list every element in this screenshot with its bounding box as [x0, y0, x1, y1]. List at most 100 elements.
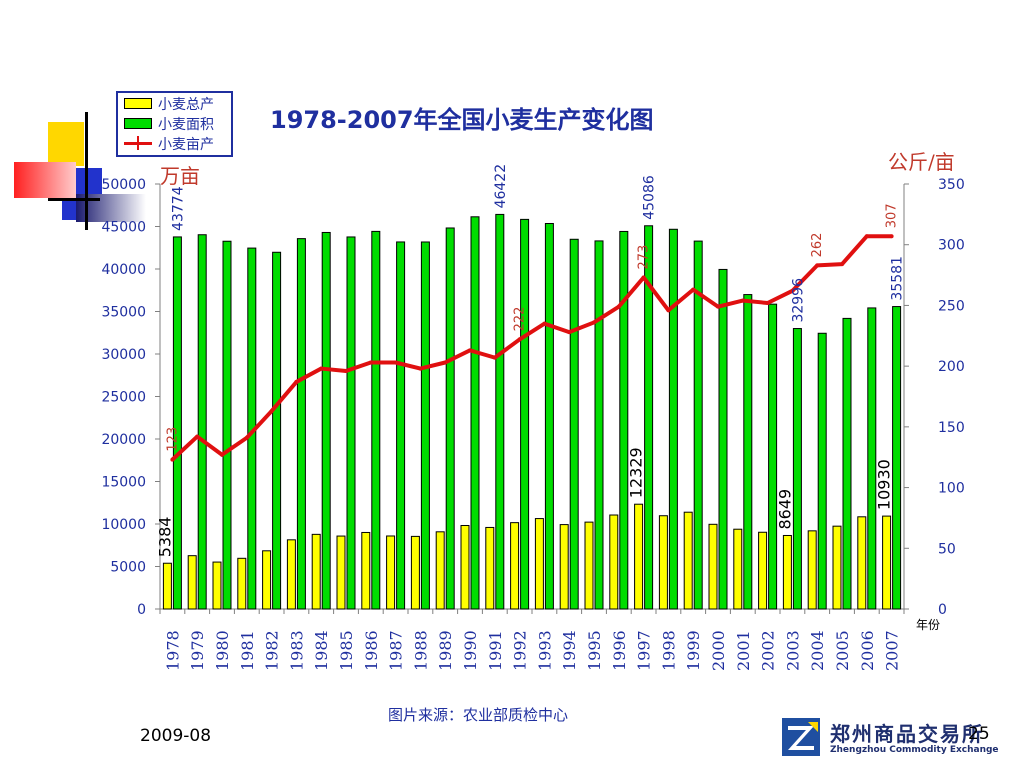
y-right-tick-label: 150	[938, 420, 965, 436]
bar-total-output	[658, 515, 668, 610]
y-right-tick-label: 50	[938, 541, 956, 557]
line-yield	[171, 234, 892, 462]
decor-red-block	[14, 162, 76, 198]
data-label: 273	[637, 245, 652, 270]
y-left-tick-label: 25000	[101, 390, 146, 406]
decor-yellow-block	[48, 122, 84, 166]
bar-area	[172, 236, 182, 610]
y-left-tick-label: 40000	[101, 262, 146, 278]
bar-total-output	[435, 531, 445, 610]
bar-total-output	[410, 535, 420, 610]
bar-total-output	[212, 561, 222, 610]
x-tick-label: 1996	[610, 630, 629, 671]
bar-total-output	[510, 522, 520, 610]
x-tick-label: 2001	[734, 630, 753, 671]
point-yield	[567, 330, 572, 335]
data-label: 307	[885, 203, 900, 228]
point-yield	[344, 369, 348, 373]
legend-label-area: 小麦面积	[158, 117, 214, 133]
x-tick-label: 1981	[238, 630, 257, 671]
bar-total-output	[882, 515, 892, 610]
exchange-logo: 郑州商品交易所 Zhengzhou Commodity Exchange	[778, 716, 1008, 762]
point-yield	[220, 452, 224, 457]
bar-total-output	[559, 524, 569, 610]
x-tick-label: 1995	[585, 630, 604, 671]
point-yield	[616, 304, 621, 309]
bar-area	[396, 241, 406, 610]
bar-area	[520, 218, 530, 610]
y-left-tick-label: 0	[137, 602, 146, 618]
point-yield	[468, 348, 472, 353]
logo-english-name: Zhengzhou Commodity Exchange	[830, 745, 999, 755]
point-yield	[368, 360, 373, 365]
x-tick-label: 1988	[411, 630, 430, 671]
y-right-tick-label: 200	[938, 359, 965, 375]
bar-area	[420, 241, 430, 610]
bar-total-output	[584, 521, 594, 610]
x-tick-label: 1986	[362, 630, 381, 671]
point-yield	[517, 337, 522, 342]
point-yield	[592, 320, 596, 325]
bar-area	[296, 238, 306, 610]
point-yield	[765, 301, 770, 305]
point-yield	[864, 234, 869, 239]
y-left-unit-label: 万亩	[160, 164, 200, 188]
point-yield	[542, 321, 547, 326]
x-tick-label: 1997	[635, 630, 654, 671]
x-tick-label: 2002	[759, 630, 778, 671]
decor-vertical-line	[85, 112, 88, 230]
bar-area	[495, 213, 505, 610]
point-yield	[716, 304, 720, 309]
logo-name: 郑州商品交易所	[830, 722, 984, 746]
x-tick-label: 2006	[858, 630, 877, 671]
bar-total-output	[733, 528, 743, 610]
bar-total-output	[262, 550, 272, 610]
zce-logo-icon	[782, 718, 820, 756]
x-tick-label: 1998	[659, 630, 678, 671]
y-right-tick-label: 0	[938, 602, 947, 618]
bar-area	[346, 236, 356, 610]
x-tick-label: 1991	[486, 630, 505, 671]
point-yield	[840, 262, 844, 267]
point-yield	[889, 234, 894, 239]
x-tick-label: 1980	[213, 630, 232, 671]
point-yield	[815, 263, 820, 268]
x-tick-label: 1993	[535, 630, 554, 671]
y-left-tick-label: 30000	[101, 347, 146, 363]
bar-total-output	[758, 531, 768, 610]
bar-total-output	[609, 514, 619, 610]
chart-plot: 0500010000150002000025000300003500040000…	[101, 164, 965, 671]
bar-total-output	[187, 555, 197, 610]
chart-legend: 小麦总产 小麦面积 小麦亩产	[116, 91, 233, 157]
slide-date: 2009-08	[140, 726, 212, 746]
point-yield	[170, 457, 175, 462]
bar-total-output	[634, 503, 644, 610]
x-tick-label: 1984	[312, 630, 331, 671]
data-label: 35581	[890, 256, 906, 301]
bar-area	[718, 268, 728, 610]
x-tick-label: 1990	[461, 630, 480, 671]
y-left-tick-label: 10000	[101, 517, 146, 533]
data-label: 5384	[155, 517, 174, 558]
bar-total-output	[485, 526, 495, 610]
legend-line-marker-yield	[137, 136, 139, 150]
bar-total-output	[683, 511, 693, 610]
y-left-tick-label: 35000	[101, 305, 146, 321]
bar-total-output	[857, 516, 867, 610]
legend-swatch-total-output	[124, 98, 152, 109]
bar-area	[768, 303, 778, 610]
x-tick-label: 1987	[387, 630, 406, 671]
bar-area	[842, 317, 852, 610]
data-label: 8649	[775, 489, 794, 530]
point-yield	[244, 435, 249, 440]
bar-area	[892, 306, 902, 610]
bar-total-output	[534, 518, 544, 610]
bar-total-output	[311, 533, 321, 610]
x-tick-label: 1978	[163, 630, 182, 671]
bar-area	[445, 227, 455, 610]
bar-total-output	[286, 539, 296, 610]
bar-area	[272, 251, 282, 610]
bar-area	[668, 228, 678, 610]
bar-area	[544, 222, 554, 610]
legend-item-yield: 小麦亩产	[118, 133, 231, 153]
